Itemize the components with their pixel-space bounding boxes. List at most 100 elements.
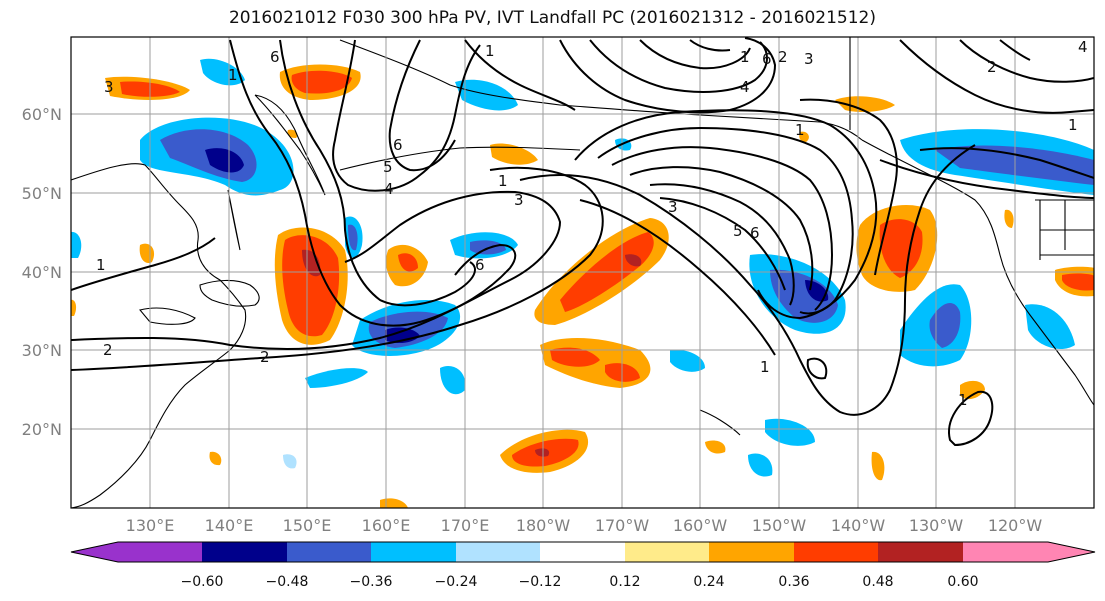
north-america-coastline	[861, 139, 1094, 406]
negative-anomaly-region	[1025, 304, 1075, 350]
contour-label: 1	[228, 66, 238, 84]
colorbar-tick-label: 0.60	[947, 574, 978, 590]
colorbar-tick-label: 0.36	[778, 574, 809, 590]
contour-label: 2	[103, 341, 113, 359]
contour-line	[597, 126, 854, 315]
colorbar-segment	[963, 542, 1048, 562]
us-state-lines	[1039, 200, 1094, 260]
contour-line	[388, 39, 456, 172]
contour-label: 3	[804, 50, 814, 68]
map-title: 2016021012 F030 300 hPa PV, IVT Landfall…	[228, 8, 876, 28]
contour-line	[649, 183, 795, 306]
contour-line	[464, 39, 576, 111]
lat-label: 20°N	[22, 420, 62, 439]
lon-label: 140°E	[205, 516, 254, 535]
negative-anomaly-region	[748, 453, 773, 477]
negative-anomaly-region	[455, 79, 518, 111]
contour-label: 1	[1068, 116, 1078, 134]
contour-line	[579, 199, 776, 356]
contour-label: 1	[760, 358, 770, 376]
negative-anomaly-core	[205, 148, 244, 173]
colorbar-segment	[625, 542, 709, 562]
japan-coastline	[199, 279, 260, 307]
lon-label: 120°W	[988, 516, 1043, 535]
contour-label: 3	[668, 198, 678, 216]
aleutian-islands	[339, 146, 581, 171]
contour-line	[639, 39, 751, 70]
lat-label: 50°N	[22, 184, 62, 203]
sakhalin-coastline	[227, 189, 241, 251]
contour-label: 2	[987, 58, 997, 76]
colorbar-segment	[287, 542, 371, 562]
asia-coastline	[71, 163, 247, 508]
positive-anomaly-region	[871, 451, 885, 481]
contour-label: 1	[498, 172, 508, 190]
coastlines	[71, 37, 1094, 508]
colorbar-tick-label: −0.12	[519, 574, 562, 590]
contour-label: 6	[475, 256, 485, 274]
contour-label: 4	[384, 180, 394, 198]
contour-line	[71, 190, 562, 351]
positive-anomaly-core	[398, 253, 418, 272]
contour-line	[799, 98, 898, 276]
kamchatka-coastline	[254, 94, 326, 196]
pv-shading	[71, 58, 1094, 508]
colorbar-segment	[794, 542, 878, 562]
contour-label: 3	[514, 191, 524, 209]
lon-label: 160°W	[673, 516, 728, 535]
contour-line	[71, 237, 216, 291]
contour-line	[589, 39, 768, 93]
contour-label: 3	[104, 78, 114, 96]
positive-anomaly-region	[380, 498, 408, 508]
lon-label: 170°E	[441, 516, 490, 535]
positive-anomaly-core	[1062, 273, 1094, 291]
colorbar-tick-label: −0.36	[350, 574, 393, 590]
latitude-labels: 60°N 50°N 40°N 30°N 20°N	[22, 105, 62, 439]
contour-label: 6	[750, 224, 760, 242]
contour-line	[629, 166, 814, 291]
colorbar-outline	[70, 541, 1096, 563]
contour-label: 1	[958, 391, 968, 409]
colorbar-segment	[709, 542, 794, 562]
contour-line	[999, 39, 1031, 61]
contour-line	[806, 357, 828, 380]
positive-anomaly-core	[535, 448, 550, 457]
contour-label: 1	[485, 42, 495, 60]
colorbar	[70, 541, 1096, 563]
lat-label: 30°N	[22, 341, 62, 360]
negative-anomaly-core	[348, 224, 358, 251]
contour-line	[279, 39, 476, 307]
negative-anomaly-region	[200, 58, 245, 86]
contour-line	[229, 39, 517, 327]
negative-anomaly-core	[929, 302, 961, 348]
contour-line	[332, 39, 481, 192]
graticule	[71, 37, 1094, 508]
lon-label: 140°W	[831, 516, 886, 535]
colorbar-tick-label: −0.48	[266, 574, 309, 590]
alaska-coastline	[339, 39, 863, 141]
lon-label: 150°W	[752, 516, 807, 535]
lon-label: 150°E	[283, 516, 332, 535]
contour-label: 1	[96, 256, 106, 274]
colorbar-tick-label: 0.12	[609, 574, 640, 590]
colorbar-tick-label: −0.60	[181, 574, 224, 590]
negative-anomaly-region	[765, 418, 815, 446]
contour-label: 2	[260, 348, 270, 366]
colorbar-tick-label: −0.24	[435, 574, 478, 590]
negative-anomaly-region	[670, 349, 705, 372]
contour-label: 4	[1078, 38, 1088, 56]
ivt-contours	[71, 37, 1094, 447]
contour-line	[574, 109, 878, 320]
lat-label: 60°N	[22, 105, 62, 124]
positive-anomaly-region	[705, 440, 726, 454]
contour-line	[879, 159, 1094, 199]
contour-label: 5	[383, 158, 393, 176]
lon-label: 170°W	[595, 516, 650, 535]
contour-label: 2	[778, 48, 788, 66]
negative-anomaly-region	[440, 366, 466, 395]
colorbar-segment	[456, 542, 540, 562]
positive-anomaly-region	[960, 380, 985, 400]
contour-label: 5	[733, 222, 743, 240]
contour-label: 6	[393, 136, 403, 154]
